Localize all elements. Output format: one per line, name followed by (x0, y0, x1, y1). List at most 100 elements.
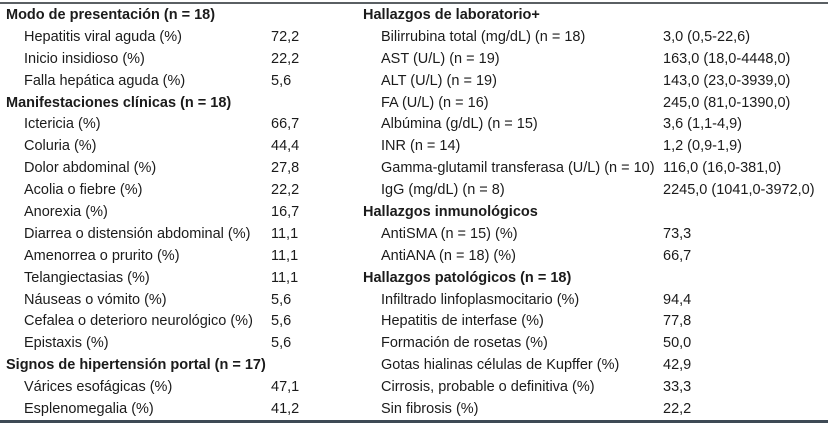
table-top-rule (0, 2, 828, 4)
table-row: Albúmina (g/dL) (n = 15) 3,6 (1,1-4,9) (363, 114, 825, 136)
table-row: Hepatitis viral aguda (%) 72,2 (6, 27, 358, 49)
table-row: Gotas hialinas células de Kupffer (%) 42,… (363, 355, 825, 377)
row-value: 66,7 (271, 116, 300, 133)
table-row: AST (U/L) (n = 19) 163,0 (18,0-4448,0) (363, 49, 825, 71)
table-row: Infiltrado linfoplasmocitario (%) 94,4 (363, 290, 825, 312)
section-title: Modo de presentación (n = 18) (6, 7, 216, 23)
row-value: 41,2 (271, 401, 300, 418)
table-bottom-rule (0, 420, 828, 423)
table-row: Anorexia (%) 16,7 (6, 202, 358, 224)
row-label: Telangiectasias (%) (24, 269, 150, 286)
row-label: Dolor abdominal (%) (24, 160, 157, 177)
row-label: Acolia o fiebre (%) (24, 182, 143, 199)
row-value: 5,6 (271, 313, 292, 330)
section-title: Hallazgos inmunológicos (363, 204, 538, 221)
row-value: 50,0 (663, 335, 692, 352)
table-row: Hepatitis de interfase (%) 77,8 (363, 311, 825, 333)
row-value: 11,1 (271, 269, 299, 286)
row-value: 5,6 (271, 335, 292, 352)
table-row: Dolor abdominal (%) 27,8 (6, 158, 358, 180)
table-row: Acolia o fiebre (%) 22,2 (6, 180, 358, 202)
row-value: 22,2 (271, 50, 300, 67)
row-label: Náuseas o vómito (%) (24, 291, 167, 308)
row-label: Bilirrubina total (mg/dL) (n = 18) (381, 28, 586, 45)
row-label: Anorexia (%) (24, 204, 108, 221)
row-label: Diarrea o distensión abdominal (%) (24, 225, 251, 242)
row-value: 116,0 (16,0-381,0) (663, 160, 782, 177)
row-label: Gotas hialinas células de Kupffer (%) (381, 357, 620, 374)
row-label: ALT (U/L) (n = 19) (381, 72, 497, 89)
row-label: Coluria (%) (24, 138, 97, 155)
row-label: Epistaxis (%) (24, 335, 109, 352)
table-row: Esplenomegalia (%) 41,2 (6, 399, 358, 421)
row-label: Falla hepática aguda (%) (24, 72, 186, 89)
row-label: Infiltrado linfoplasmocitario (%) (381, 291, 580, 308)
table-row: Cirrosis, probable o definitiva (%) 33,3 (363, 377, 825, 399)
row-label: Inicio insidioso (%) (24, 50, 145, 67)
row-value: 11,1 (271, 247, 299, 264)
row-label: Gamma-glutamil transferasa (U/L) (n = 10… (381, 160, 655, 177)
row-label: Hepatitis de interfase (%) (381, 313, 544, 330)
row-value: 143,0 (23,0-3939,0) (663, 72, 791, 89)
row-value: 1,2 (0,9-1,9) (663, 138, 742, 155)
row-label: Cirrosis, probable o definitiva (%) (381, 379, 595, 396)
row-label: AntiANA (n = 18) (%) (381, 247, 516, 264)
table-row: Inicio insidioso (%) 22,2 (6, 49, 358, 71)
table-row: Várices esofágicas (%) 47,1 (6, 377, 358, 399)
row-label: INR (n = 14) (381, 138, 461, 155)
row-value: 73,3 (663, 225, 692, 242)
row-value: 5,6 (271, 72, 292, 89)
table-right-column: Hallazgos de laboratorio+ Bilirrubina tot… (363, 5, 825, 421)
table-row: Diarrea o distensión abdominal (%) 11,1 (6, 224, 358, 246)
section-header-row: Signos de hipertensión portal (n = 17) (6, 355, 358, 377)
row-value: 245,0 (81,0-1390,0) (663, 94, 791, 111)
row-label: AntiSMA (n = 15) (%) (381, 225, 518, 242)
row-label: Formación de rosetas (%) (381, 335, 548, 352)
row-value: 3,6 (1,1-4,9) (663, 116, 742, 133)
row-value: 42,9 (663, 357, 692, 374)
row-value: 5,6 (271, 291, 292, 308)
row-value: 22,2 (271, 182, 300, 199)
section-header-row: Manifestaciones clínicas (n = 18) (6, 93, 358, 115)
table-row: FA (U/L) (n = 16) 245,0 (81,0-1390,0) (363, 93, 825, 115)
row-value: 47,1 (271, 379, 300, 396)
table-row: Cefalea o deterioro neurológico (%) 5,6 (6, 311, 358, 333)
table-left-column: Modo de presentación (n = 18) Hepatitis v… (6, 5, 358, 421)
table-row: Falla hepática aguda (%) 5,6 (6, 71, 358, 93)
row-value: 72,2 (271, 28, 300, 45)
section-title: Hallazgos patológicos (n = 18) (363, 269, 572, 286)
row-value: 27,8 (271, 160, 300, 177)
row-label: Cefalea o deterioro neurológico (%) (24, 313, 253, 330)
row-value: 77,8 (663, 313, 692, 330)
row-label: FA (U/L) (n = 16) (381, 94, 489, 111)
row-value: 2245,0 (1041,0-3972,0) (663, 182, 815, 199)
row-label: Várices esofágicas (%) (24, 379, 173, 396)
table-row: Epistaxis (%) 5,6 (6, 333, 358, 355)
table-row: Amenorrea o prurito (%) 11,1 (6, 246, 358, 268)
row-label: Hepatitis viral aguda (%) (24, 28, 182, 45)
section-title: Manifestaciones clínicas (n = 18) (6, 94, 232, 111)
row-value: 66,7 (663, 247, 692, 264)
table-row: INR (n = 14) 1,2 (0,9-1,9) (363, 136, 825, 158)
section-title: Signos de hipertensión portal (n = 17) (6, 357, 266, 374)
row-value: 44,4 (271, 138, 300, 155)
row-label: Esplenomegalia (%) (24, 401, 154, 418)
table-row: Telangiectasias (%) 11,1 (6, 268, 358, 290)
row-label: Albúmina (g/dL) (n = 15) (381, 116, 538, 133)
section-header-row: Modo de presentación (n = 18) (6, 5, 358, 27)
row-label: Sin fibrosis (%) (381, 401, 479, 418)
section-header-row: Hallazgos patológicos (n = 18) (363, 268, 825, 290)
section-header-row: Hallazgos de laboratorio+ (363, 5, 825, 27)
row-value: 16,7 (271, 204, 300, 221)
section-header-row: Hallazgos inmunológicos (363, 202, 825, 224)
table-row: Gamma-glutamil transferasa (U/L) (n = 10… (363, 158, 825, 180)
row-label: Ictericia (%) (24, 116, 101, 133)
table-row: Bilirrubina total (mg/dL) (n = 18) 3,0 (0… (363, 27, 825, 49)
row-label: AST (U/L) (n = 19) (381, 50, 500, 67)
table-row: Coluria (%) 44,4 (6, 136, 358, 158)
row-value: 11,1 (271, 225, 299, 242)
row-value: 3,0 (0,5-22,6) (663, 28, 751, 45)
table-row: IgG (mg/dL) (n = 8) 2245,0 (1041,0-3972,0… (363, 180, 825, 202)
table-row: ALT (U/L) (n = 19) 143,0 (23,0-3939,0) (363, 71, 825, 93)
